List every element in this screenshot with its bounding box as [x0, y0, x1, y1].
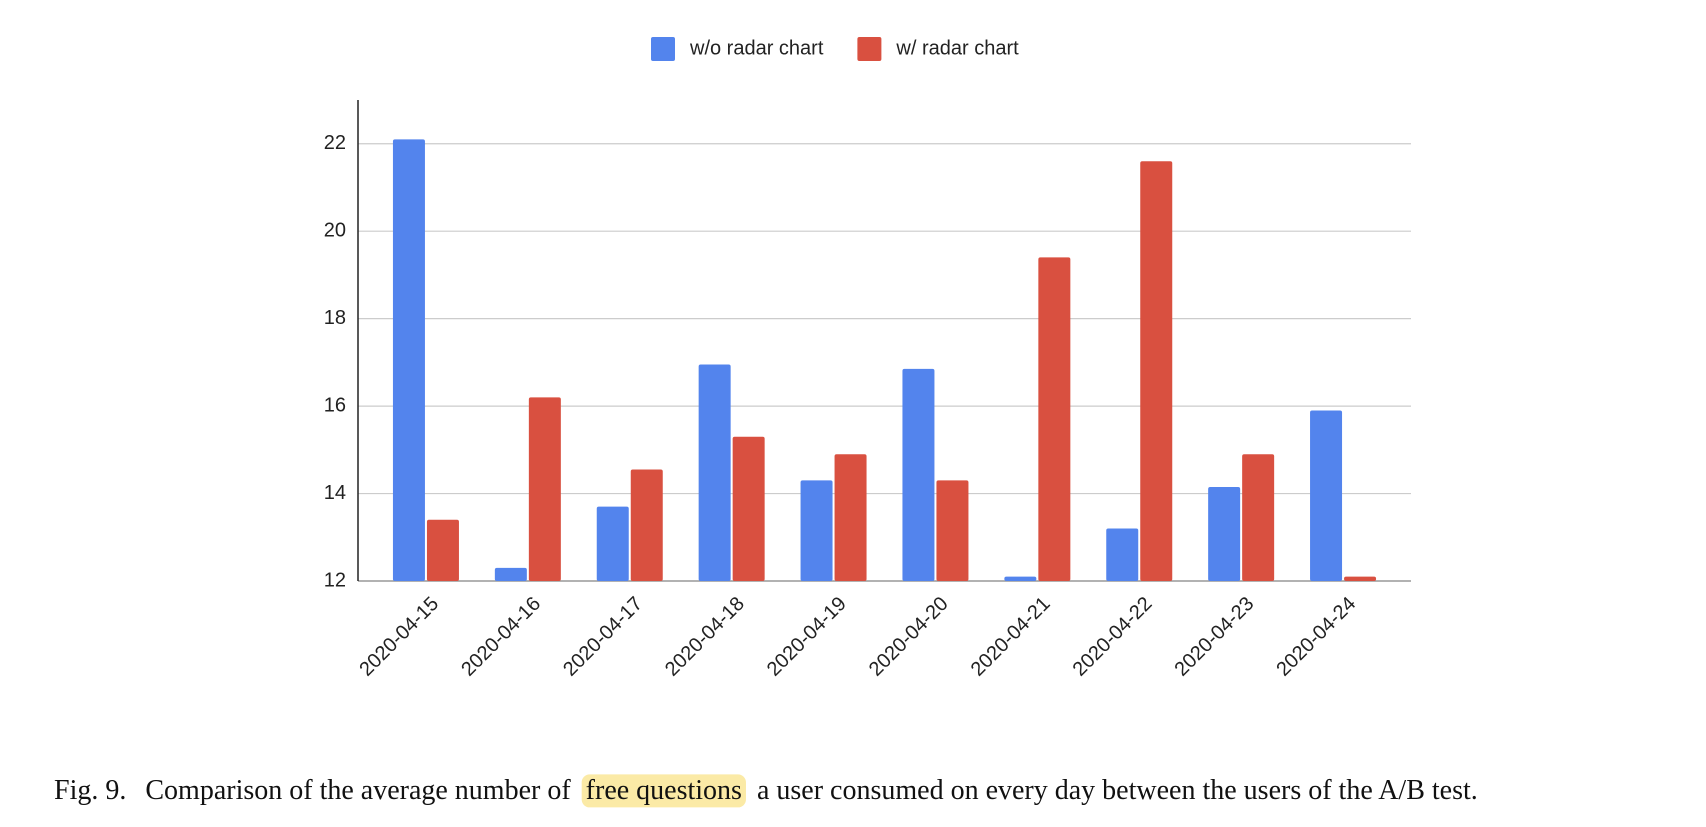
y-tick-label: 12: [324, 569, 346, 591]
x-tick-label: 2020-04-18: [661, 593, 749, 681]
bar: [1140, 161, 1173, 581]
legend-swatch: [651, 37, 675, 61]
x-tick-label: 2020-04-15: [355, 593, 443, 681]
bar: [1242, 454, 1275, 581]
y-tick-label: 22: [324, 132, 346, 154]
bar: [936, 480, 969, 581]
x-tick-label: 2020-04-24: [1272, 593, 1360, 681]
legend-swatch: [857, 37, 882, 61]
bar: [1310, 410, 1343, 581]
x-tick-label: 2020-04-17: [559, 593, 647, 681]
caption-highlight-box: [581, 774, 746, 808]
x-tick-label: 2020-04-21: [967, 593, 1055, 681]
bar: [698, 364, 731, 581]
x-tick-label: 2020-04-20: [865, 593, 953, 681]
bar: [392, 139, 425, 581]
caption: Fig. 9. Comparison of the average number…: [54, 775, 1478, 806]
bar: [800, 480, 833, 581]
caption-label: Fig. 9.: [54, 775, 126, 806]
bar: [834, 454, 867, 581]
bar: [1344, 576, 1377, 581]
caption-highlight: free questions: [586, 775, 742, 806]
y-tick-label: 16: [324, 394, 346, 416]
caption-text: Comparison of the average number of: [145, 775, 571, 806]
bar: [1038, 257, 1071, 581]
bar: [528, 397, 561, 581]
y-tick-label: 20: [324, 219, 346, 241]
legend-label: w/o radar chart: [689, 37, 824, 59]
y-tick-label: 14: [324, 482, 346, 504]
x-tick-label: 2020-04-22: [1069, 593, 1157, 681]
bar: [902, 368, 935, 581]
legend: w/o radar chart w/ radar chart: [651, 37, 1019, 61]
bar: [732, 436, 765, 581]
caption-text: a user consumed on every day between the…: [757, 775, 1478, 806]
bar: [1208, 486, 1241, 581]
bar: [630, 469, 663, 581]
bar: [494, 567, 527, 581]
y-tick-label: 18: [324, 307, 346, 329]
x-tick-label: 2020-04-19: [763, 593, 851, 681]
bar: [1106, 528, 1139, 581]
bar: [426, 519, 459, 581]
bar: [1004, 576, 1037, 581]
x-tick-label: 2020-04-23: [1171, 593, 1259, 681]
legend-label: w/ radar chart: [895, 37, 1019, 59]
bar: [596, 506, 629, 581]
x-tick-label: 2020-04-16: [457, 593, 545, 681]
